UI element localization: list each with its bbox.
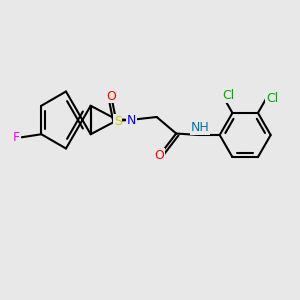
Text: F: F bbox=[13, 131, 20, 144]
Text: O: O bbox=[154, 148, 164, 162]
Text: S: S bbox=[114, 115, 122, 128]
Text: O: O bbox=[107, 90, 117, 103]
Text: Cl: Cl bbox=[266, 92, 278, 105]
Text: Cl: Cl bbox=[223, 89, 235, 102]
Text: N: N bbox=[127, 113, 136, 127]
Text: NH: NH bbox=[191, 121, 210, 134]
